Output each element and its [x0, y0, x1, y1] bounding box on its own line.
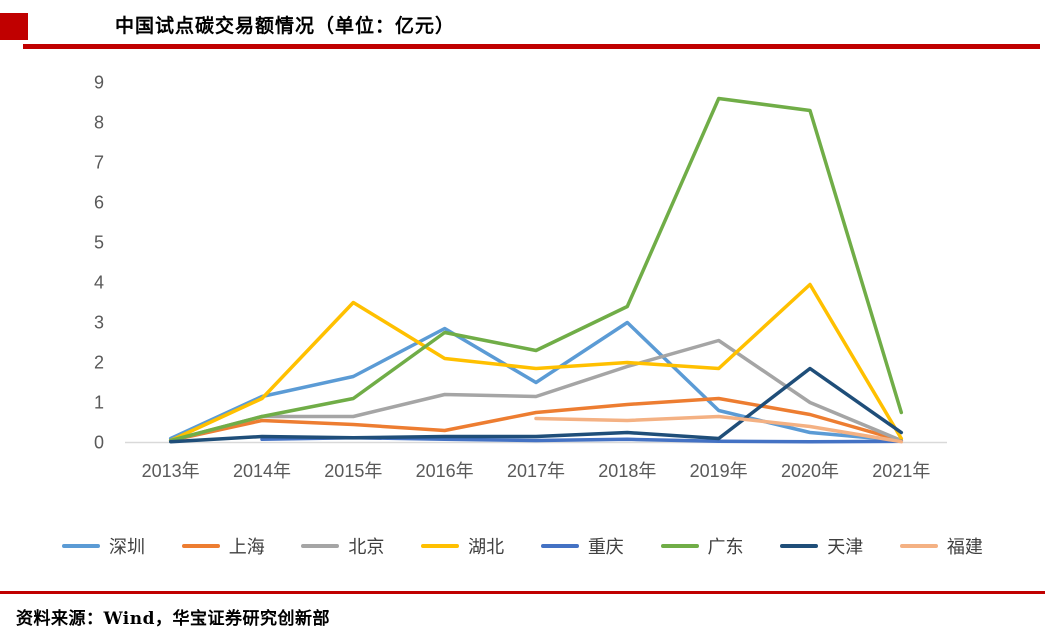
legend-item-天津: 天津 — [780, 533, 863, 559]
x-axis-tick-label: 2013年 — [142, 461, 200, 481]
legend-label: 重庆 — [587, 537, 624, 558]
legend-item-湖北: 湖北 — [421, 533, 504, 559]
legend-item-深圳: 深圳 — [62, 533, 145, 559]
x-axis-tick-label: 2017年 — [507, 461, 565, 481]
x-axis-tick-label: 2021年 — [872, 461, 930, 481]
red-corner-block — [0, 13, 28, 40]
legend-label: 深圳 — [109, 537, 145, 558]
x-axis-tick-label: 2020年 — [781, 461, 839, 481]
x-axis-tick-label: 2014年 — [233, 461, 291, 481]
carbon-trading-line-chart: 0 1 2 3 4 5 6 7 8 9 2013年 2014年 2015年 2016年 2017年 2018年… — [94, 73, 947, 481]
series-line-天津 — [168, 366, 904, 444]
chart-title: 中国试点碳交易额情况（单位：亿元） — [115, 15, 456, 37]
x-axis-tick-label: 2019年 — [690, 461, 748, 481]
legend-label: 天津 — [827, 537, 864, 558]
x-axis-tick-label: 2016年 — [416, 461, 474, 481]
legend-item-上海: 上海 — [181, 533, 265, 559]
legend-swatch — [780, 544, 819, 548]
y-axis-tick-label: 9 — [94, 73, 104, 93]
legend-swatch — [62, 544, 100, 548]
legend-label: 上海 — [228, 537, 265, 558]
y-axis-tick-label: 4 — [94, 273, 104, 293]
x-axis-tick-label: 2018年 — [598, 461, 656, 481]
y-axis-tick-label: 1 — [94, 393, 104, 413]
legend-item-北京: 北京 — [301, 533, 384, 559]
y-axis-tick-label: 8 — [94, 113, 104, 133]
legend-item-广东: 广东 — [660, 533, 744, 559]
title-underline-rule — [23, 44, 1040, 49]
series-line-上海 — [168, 396, 904, 443]
legend-label: 广东 — [707, 537, 744, 558]
series-line-湖北 — [168, 282, 904, 443]
y-axis-tick-label: 6 — [94, 193, 104, 213]
chart-legend: 深圳 上海 北京 湖北 重庆 广东 天津 福建 — [0, 533, 1045, 559]
legend-label: 湖北 — [468, 537, 505, 558]
x-axis-tick-label: 2015年 — [324, 461, 382, 481]
legend-item-重庆: 重庆 — [540, 533, 624, 559]
legend-label: 福建 — [946, 537, 983, 558]
legend-swatch — [181, 544, 220, 548]
legend-swatch — [660, 544, 699, 548]
y-axis-tick-label: 3 — [94, 313, 104, 333]
series-line-广东 — [168, 96, 904, 443]
y-axis-tick-label: 5 — [94, 233, 104, 253]
series-line-深圳 — [168, 320, 904, 443]
bottom-rule — [0, 591, 1045, 594]
y-axis-tick-label: 0 — [94, 433, 104, 453]
series-line-北京 — [168, 338, 904, 443]
source-note: 资料来源：Wind，华宝证券研究创新部 — [16, 609, 330, 629]
y-axis-tick-label: 7 — [94, 153, 104, 173]
legend-label: 北京 — [348, 537, 385, 558]
series-line-福建 — [534, 414, 904, 444]
legend-swatch — [899, 544, 938, 548]
legend-swatch — [301, 544, 340, 548]
y-axis-tick-label: 2 — [94, 353, 104, 373]
legend-item-福建: 福建 — [899, 533, 983, 559]
legend-swatch — [540, 544, 579, 548]
legend-swatch — [421, 544, 460, 548]
